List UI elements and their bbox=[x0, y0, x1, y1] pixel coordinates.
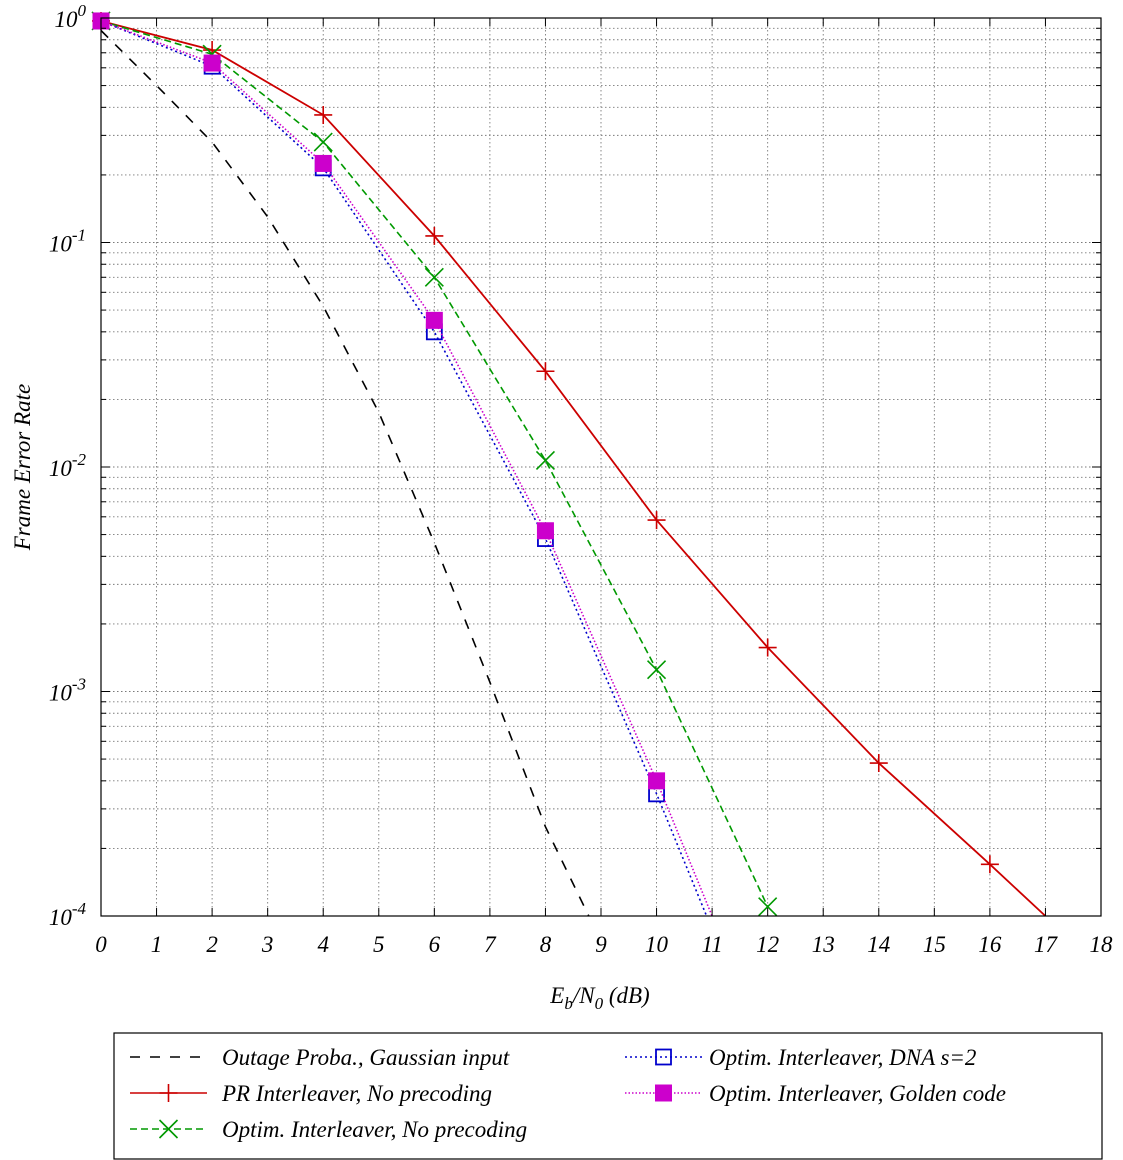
series-line-3 bbox=[100, 20, 708, 917]
x-tick-label: 8 bbox=[540, 932, 552, 957]
marker-x bbox=[758, 897, 778, 917]
x-tick-label: 1 bbox=[151, 932, 163, 957]
x-tick-label: 3 bbox=[261, 932, 274, 957]
legend-box bbox=[113, 1032, 1103, 1160]
legend-label-3: Optim. Interleaver, DNA s=2 bbox=[709, 1045, 976, 1070]
marker-x bbox=[535, 450, 556, 470]
x-tick-label: 14 bbox=[867, 932, 890, 957]
series-line-0 bbox=[100, 29, 590, 917]
legend-label-4: Optim. Interleaver, Golden code bbox=[709, 1081, 1006, 1106]
x-tick-label: 13 bbox=[812, 932, 835, 957]
series-line-1 bbox=[100, 20, 1047, 917]
x-tick-label: 15 bbox=[923, 932, 946, 957]
x-tick-label: 4 bbox=[317, 932, 329, 957]
legend-label-0: Outage Proba., Gaussian input bbox=[222, 1045, 510, 1070]
x-tick-label: 5 bbox=[373, 932, 385, 957]
marker-square-filled bbox=[314, 154, 332, 172]
marker-square-filled bbox=[655, 1084, 672, 1102]
x-tick-label: 9 bbox=[595, 932, 607, 957]
y-tick-label: 100 bbox=[55, 1, 87, 32]
marker-square-open bbox=[655, 1048, 672, 1066]
marker-square-filled bbox=[203, 54, 221, 72]
x-tick-label: 6 bbox=[429, 932, 441, 957]
grid-lines bbox=[101, 18, 1101, 916]
series-line-2 bbox=[100, 20, 769, 908]
marker-x bbox=[424, 267, 444, 287]
marker-plus bbox=[314, 105, 333, 124]
marker-square-filled bbox=[536, 522, 554, 540]
x-tick-label: 7 bbox=[484, 932, 497, 957]
marker-x bbox=[313, 132, 333, 152]
marker-plus bbox=[758, 638, 777, 657]
x-tick-label: 18 bbox=[1090, 932, 1114, 957]
x-tick-label: 10 bbox=[645, 932, 669, 957]
marker-x bbox=[158, 1119, 179, 1139]
y-tick-label: 10-3 bbox=[49, 675, 86, 706]
y-tick-label: 10-4 bbox=[49, 899, 87, 930]
marker-plus bbox=[647, 511, 666, 530]
x-tick-label: 16 bbox=[978, 932, 1002, 957]
marker-x bbox=[646, 660, 667, 680]
legend-label-2: Optim. Interleaver, No precoding bbox=[222, 1117, 527, 1142]
series-line-4 bbox=[100, 20, 713, 917]
marker-square-filled bbox=[648, 772, 666, 790]
y-tick-label: 10-2 bbox=[49, 450, 87, 481]
legend: Outage Proba., Gaussian input PR Interlea… bbox=[130, 1045, 1006, 1142]
x-tick-label: 11 bbox=[701, 932, 722, 957]
x-tick-label: 0 bbox=[95, 932, 107, 957]
legend-label-1: PR Interleaver, No precoding bbox=[221, 1081, 492, 1106]
marker-plus bbox=[159, 1084, 178, 1102]
marker-square-filled bbox=[425, 311, 443, 329]
series-layer bbox=[91, 11, 1047, 917]
x-tick-label: 17 bbox=[1034, 932, 1059, 957]
marker-plus bbox=[425, 226, 444, 245]
marker-plus bbox=[536, 362, 555, 381]
x-tick-label: 2 bbox=[206, 932, 218, 957]
marker-plus bbox=[980, 855, 999, 874]
x-tick-label: 12 bbox=[756, 932, 779, 957]
y-tick-label: 10-1 bbox=[49, 226, 86, 257]
marker-plus bbox=[869, 754, 888, 773]
axis-ticks: 0 1 2 3 4 5 6 7 8 9 10 11 12 13 14 15 16 17 1810010-110-21… bbox=[49, 1, 1113, 957]
x-axis-title: Eb/N0 (dB) bbox=[549, 983, 649, 1013]
y-axis-title: Frame Error Rate bbox=[10, 384, 35, 552]
